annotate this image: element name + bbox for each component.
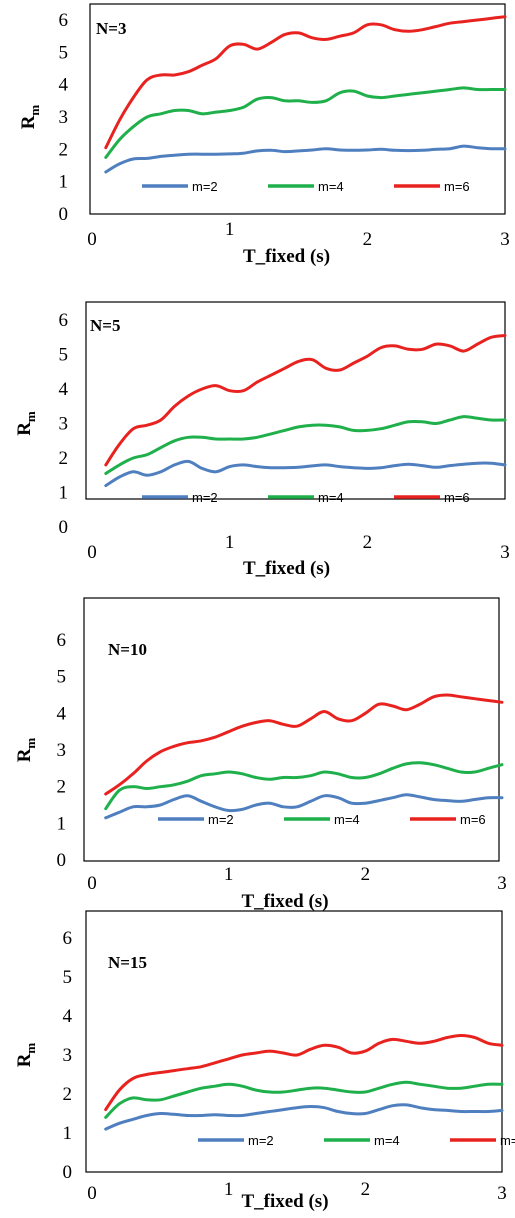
x-tick-label: 3: [497, 873, 507, 894]
y-tick-label: 5: [57, 667, 67, 688]
y-tick-label: 1: [59, 172, 69, 193]
y-axis-title: Rm: [14, 411, 38, 436]
y-tick-label: 3: [57, 740, 67, 761]
panel-label: N=5: [90, 316, 120, 335]
series-line-m-6: [104, 334, 507, 467]
plot-frame: [85, 910, 503, 1173]
plot-frame: [83, 597, 500, 862]
y-tick-label: 3: [59, 107, 69, 128]
legend-entry: m=6: [460, 812, 486, 827]
y-tick-label: 0: [59, 517, 69, 538]
series-line-m-4: [104, 86, 507, 159]
x-tick-label: 0: [87, 873, 97, 894]
legend-entry: m=4: [374, 1133, 400, 1148]
legend-entry: m=2: [208, 812, 234, 827]
panel-label: N=10: [108, 640, 147, 659]
y-axis-title: Rm: [14, 1043, 38, 1068]
x-tick-label: 3: [497, 1183, 507, 1204]
y-tick-label: 2: [63, 1084, 73, 1105]
x-tick-label: 1: [225, 219, 235, 240]
y-axis-title: Rm: [14, 738, 38, 763]
plot-frame: [89, 3, 506, 215]
y-tick-label: 1: [59, 483, 69, 504]
series-line-m-6: [104, 15, 507, 150]
y-tick-label: 4: [57, 703, 67, 724]
y-tick-label: 6: [59, 10, 69, 31]
legend-entry: m=4: [318, 179, 344, 194]
y-tick-label: 5: [59, 345, 69, 366]
series-line-m-2: [104, 793, 504, 820]
y-tick-label: 6: [59, 310, 69, 331]
series-line-m-6: [104, 693, 504, 796]
x-tick-label: 3: [500, 542, 510, 563]
series-line-m-2: [104, 459, 507, 488]
y-tick-label: 5: [59, 42, 69, 63]
x-tick-label: 2: [361, 1179, 371, 1200]
series-line-m-4: [104, 1080, 504, 1119]
chart-panel-3: 0 1 2 3 4 5 6 0 1 2 3 T_fixed (s) Rm N=10 m=2 m=4 m=6: [14, 597, 507, 912]
y-tick-label: 2: [59, 139, 69, 160]
y-tick-label: 6: [57, 630, 67, 651]
x-tick-label: 0: [87, 1183, 97, 1204]
y-tick-label: 6: [63, 928, 73, 949]
x-tick-label: 1: [225, 532, 235, 553]
y-tick-label: 3: [63, 1045, 73, 1066]
x-tick-label: 0: [87, 229, 97, 250]
series-line-m-2: [104, 144, 507, 174]
y-tick-label: 4: [63, 1006, 73, 1027]
x-tick-label: 1: [224, 1179, 234, 1200]
y-tick-label: 5: [63, 967, 73, 988]
legend-entry: m=4: [318, 490, 344, 505]
plot-frame: [85, 301, 506, 500]
y-tick-label: 0: [57, 850, 67, 871]
chart-panel-2: 0 1 2 3 4 5 6 0 1 2 3 T_fixed (s) Rm N=5 m=2 m=4 m=6: [14, 301, 510, 579]
legend-entry: m=4: [334, 812, 360, 827]
x-axis-title: T_fixed (s): [241, 1191, 328, 1212]
legend-entry: m=2: [192, 490, 218, 505]
y-tick-label: 2: [57, 777, 67, 798]
legend-entry: m=6: [444, 490, 470, 505]
y-tick-label: 4: [59, 379, 69, 400]
x-axis-title: T_fixed (s): [243, 246, 330, 267]
series-line-m-4: [104, 761, 504, 811]
legend-entry: m=6: [444, 179, 470, 194]
series-line-m-4: [104, 415, 507, 475]
y-tick-label: 3: [59, 414, 69, 435]
legend-entry: m=2: [248, 1133, 274, 1148]
y-tick-label: 1: [57, 813, 67, 834]
legend-entry: m=6: [500, 1133, 515, 1148]
x-tick-label: 1: [224, 864, 234, 885]
y-tick-label: 0: [59, 204, 69, 225]
panel-label: N=3: [96, 19, 126, 38]
y-tick-label: 4: [59, 75, 69, 96]
y-tick-label: 0: [63, 1162, 73, 1183]
x-tick-label: 2: [363, 229, 373, 250]
legend-entry: m=2: [192, 179, 218, 194]
y-tick-label: 1: [63, 1123, 73, 1144]
y-tick-label: 2: [59, 448, 69, 469]
chart-panel-4: 0 1 2 3 4 5 6 0 1 2 3 T_fixed (s) Rm N=15 m=2 m=4 m=6: [14, 910, 515, 1212]
x-tick-label: 3: [500, 229, 510, 250]
series-line-m-6: [104, 1034, 504, 1112]
x-tick-label: 2: [361, 864, 371, 885]
panel-label: N=15: [108, 953, 147, 972]
x-tick-label: 2: [363, 532, 373, 553]
x-axis-title: T_fixed (s): [243, 558, 330, 579]
x-axis-title: T_fixed (s): [241, 891, 328, 912]
y-axis-title: Rm: [18, 105, 42, 130]
chart-panel-1: 0 1 2 3 4 5 6 0 1 2 3 T_fixed (s) Rm N=3 m=2 m=4 m=6: [18, 3, 510, 267]
x-tick-label: 0: [87, 542, 97, 563]
series-line-m-2: [104, 1103, 504, 1131]
